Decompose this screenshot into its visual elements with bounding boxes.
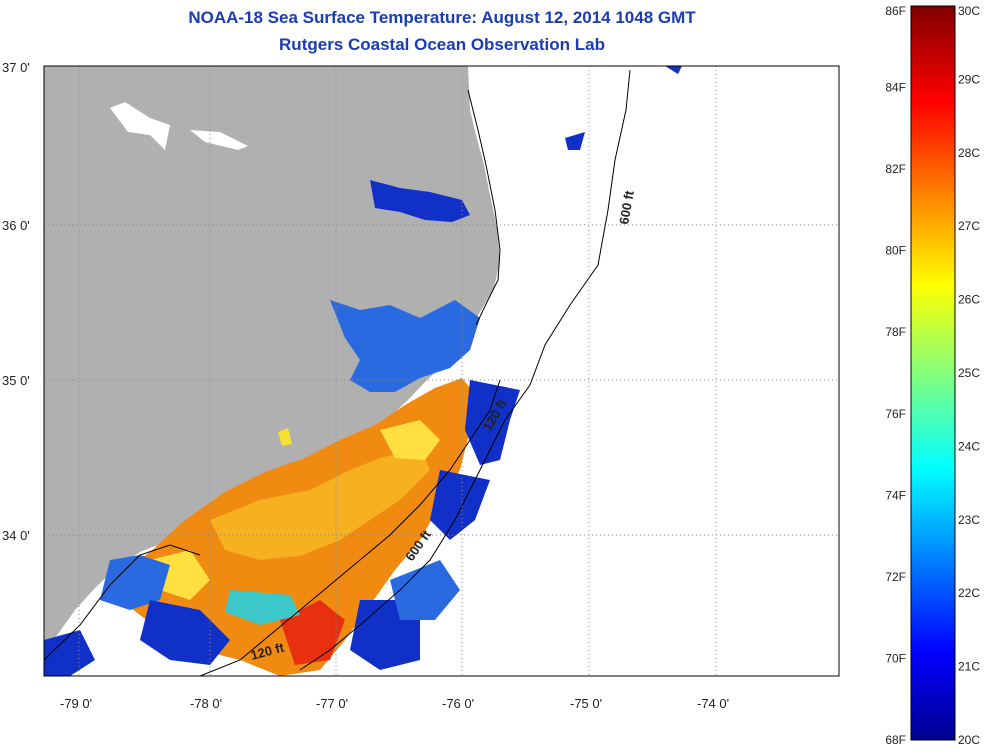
lat-label-34: 34 0' — [2, 528, 30, 543]
map-title: NOAA-18 Sea Surface Temperature: August … — [188, 8, 696, 27]
colorbar-c-label-4: 26C — [958, 293, 980, 307]
colorbar-c-label-3: 27C — [958, 219, 980, 233]
map-subtitle: Rutgers Coastal Ocean Observation Lab — [279, 35, 605, 54]
colorbar-f-label-8: 70F — [885, 651, 906, 665]
plot-frame — [43, 65, 840, 677]
sound-water — [110, 102, 170, 150]
colorbar-f-label-2: 82F — [885, 162, 906, 176]
lat-label-35: 35 0' — [2, 373, 30, 388]
coastline — [467, 89, 501, 326]
lon-label-79: -79 0' — [60, 696, 92, 711]
colorbar-c-label-10: 20C — [958, 733, 980, 747]
colorbar-f-label-0: 86F — [885, 4, 906, 18]
colorbar-c-label-2: 28C — [958, 146, 980, 160]
lon-label-77: -77 0' — [316, 696, 348, 711]
lon-label-76: -76 0' — [442, 696, 474, 711]
pamlico-sound — [330, 300, 480, 392]
albemarle-sound — [370, 180, 470, 222]
colorbar-celsius-labels: 30C 29C 28C 27C 26C 25C 24C 23C 22C 21C 20C — [958, 4, 980, 747]
colorbar-c-label-7: 23C — [958, 513, 980, 527]
sst-field — [44, 66, 682, 676]
colorbar-c-label-9: 21C — [958, 660, 980, 674]
colorbar-f-label-3: 80F — [885, 244, 906, 258]
colorbar-f-label-9: 68F — [885, 733, 906, 747]
colorbar-f-label-6: 74F — [885, 488, 906, 502]
colorbar-c-label-6: 24C — [958, 439, 980, 453]
colorbar-c-label-5: 25C — [958, 366, 980, 380]
colorbar-fahrenheit-labels: 86F 84F 82F 80F 78F 76F 74F 72F 70F 68F — [885, 4, 906, 747]
colorbar-f-label-5: 76F — [885, 407, 906, 421]
colorbar-f-label-7: 72F — [885, 570, 906, 584]
river-water — [190, 130, 248, 150]
lat-label-37: 37 0' — [2, 60, 30, 75]
graticule — [44, 66, 839, 676]
lat-label-36: 36 0' — [2, 218, 30, 233]
colorbar-c-label-0: 30C — [958, 4, 980, 18]
isobath-120ft — [199, 379, 501, 676]
lon-label-78: -78 0' — [190, 696, 222, 711]
lon-label-74: -74 0' — [697, 696, 729, 711]
colorbar — [910, 5, 956, 741]
lon-label-75: -75 0' — [570, 696, 602, 711]
isobath-120ft-west — [44, 544, 201, 661]
colorbar-f-label-4: 78F — [885, 325, 906, 339]
colorbar-c-label-1: 29C — [958, 72, 980, 86]
land-area — [44, 66, 500, 650]
colorbar-f-label-1: 84F — [885, 81, 906, 95]
isobath-label-600-north: 600 ft — [616, 189, 637, 226]
isobath-600ft — [299, 69, 631, 671]
colorbar-c-label-8: 22C — [958, 586, 980, 600]
